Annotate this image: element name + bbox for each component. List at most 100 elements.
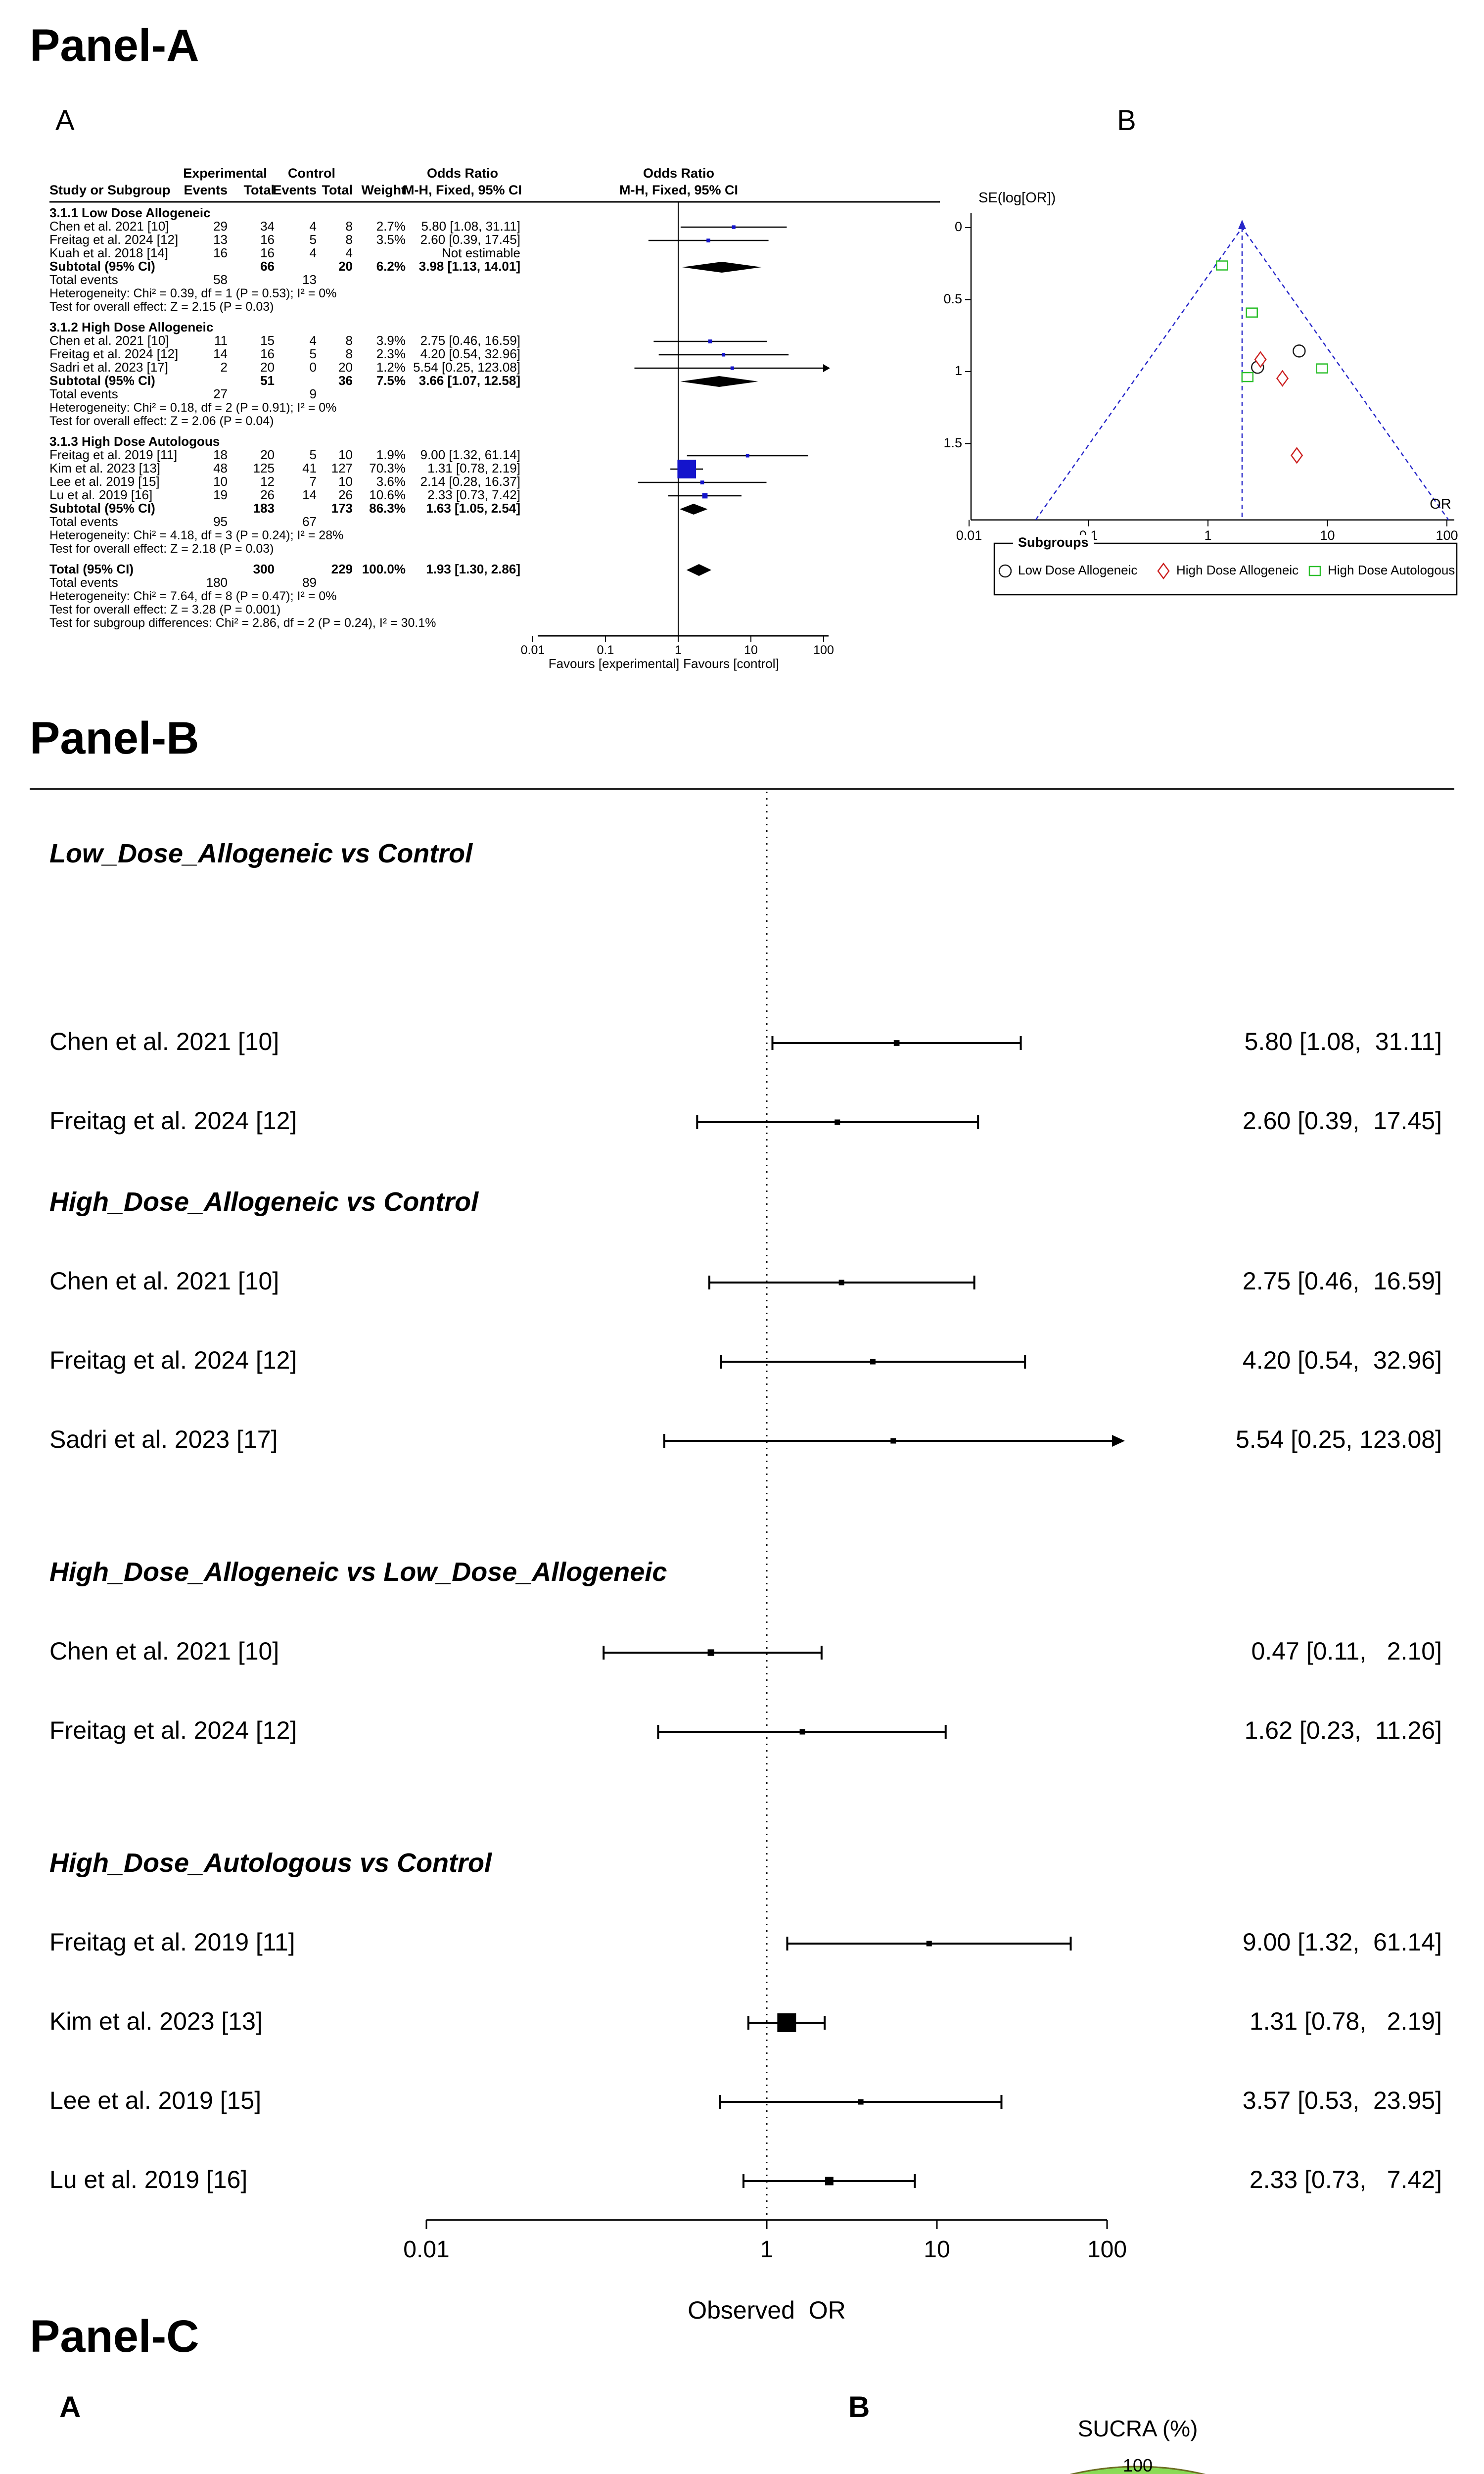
forest-cell: 2.14 [0.28, 16.37] [420, 474, 520, 489]
forest-point-square [890, 1438, 896, 1444]
funnel-legend-label: High Dose Autologous [1328, 562, 1455, 577]
forest-cell: 66 [260, 258, 275, 274]
forest-row: Freitag et al. 2024 [12] [49, 232, 179, 247]
panelB-study-label: Chen et al. 2021 [10] [49, 1028, 279, 1055]
forest-cell: 51 [260, 373, 275, 388]
forest-row: Subtotal (95% CI) [49, 500, 155, 516]
funnel-x-axis-label: OR [1430, 496, 1451, 512]
forest-row: Chen et al. 2021 [10] [49, 218, 169, 234]
forest-col-header: Total [243, 183, 275, 198]
forest-cell: 8 [345, 346, 353, 361]
forest-cell: 300 [253, 561, 275, 576]
panelB-study-label: Freitag et al. 2024 [12] [49, 1107, 297, 1135]
effect-test-note: Test for overall effect: Z = 2.06 (P = 0… [49, 414, 274, 428]
axis-tick-label: 0.5 [943, 291, 962, 306]
radial-title: SUCRA (%) [1077, 2416, 1198, 2442]
axis-tick-label: 0 [954, 219, 962, 235]
ci-arrow [1112, 1435, 1125, 1447]
funnel-point-diamond [1254, 351, 1267, 368]
forest-cell: 20 [260, 447, 275, 462]
forest-row: Subtotal (95% CI) [49, 373, 155, 388]
axis-tick-label: 1 [760, 2236, 774, 2263]
panelB-study-label: Freitag et al. 2019 [11] [49, 1928, 295, 1956]
pooled-diamond [680, 504, 708, 515]
forest-cell: 3.9% [376, 333, 406, 348]
forest-row: Freitag et al. 2019 [11] [49, 447, 178, 462]
panelB-estimate-value: 0.47 [0.11, 2.10] [1251, 1637, 1442, 1665]
funnel-point-square [1246, 307, 1258, 318]
forest-cell: 4 [345, 245, 353, 260]
forest-col-header: M-H, Fixed, 95% CI [403, 183, 522, 198]
axis-tick-label: 10 [744, 643, 758, 657]
axis-tick-label: 1 [954, 363, 962, 379]
forest-point-square [799, 1729, 805, 1735]
forest-cell: 16 [260, 346, 275, 361]
forest-cell: 2.7% [376, 218, 406, 234]
forest-cell: 1.31 [0.78, 2.19] [427, 460, 520, 476]
forest-col-header: Odds Ratio [426, 166, 498, 181]
forest-cell: 41 [302, 460, 317, 476]
forest-point-square [777, 2013, 796, 2032]
forest-cell: 20 [260, 359, 275, 375]
forest-cell: 3.5% [376, 232, 406, 247]
forest-cell: 2.33 [0.73, 7.42] [427, 487, 520, 502]
panelB-study-label: Freitag et al. 2024 [12] [49, 1716, 297, 1744]
forest-point-square [677, 460, 696, 478]
panelB-group-header: Low_Dose_Allogeneic vs Control [49, 838, 473, 868]
forest-cell: 26 [260, 487, 275, 502]
forest-col-header: Total [322, 183, 353, 198]
forest-row: Total (95% CI) [49, 561, 134, 576]
forest-cell: 3.98 [1.13, 14.01] [418, 258, 520, 274]
forest-col-header: Odds Ratio [643, 166, 714, 181]
panelB-study-label: Sadri et al. 2023 [17] [49, 1426, 278, 1453]
funnel-point-circle [1293, 344, 1306, 358]
forest-cell: 20 [338, 359, 353, 375]
funnel-point-diamond [1291, 447, 1303, 464]
forest-cell: 15 [260, 333, 275, 348]
forest-cell: 58 [213, 272, 228, 287]
forest-cell: 3.66 [1.07, 12.58] [418, 373, 520, 388]
forest-cell: 67 [302, 514, 317, 529]
forest-row: Subtotal (95% CI) [49, 258, 155, 274]
forest-cell: 180 [206, 574, 228, 590]
forest-cell: Not estimable [442, 245, 520, 260]
funnel-point-square [1308, 566, 1321, 576]
funnel-legend-label: Low Dose Allogeneic [1018, 562, 1138, 577]
forest-row: Kuah et al. 2018 [14] [49, 245, 168, 260]
forest-col-header: Study or Subgroup [49, 183, 171, 198]
forest-cell: 48 [213, 460, 228, 476]
heterogeneity-note: Heterogeneity: Chi² = 4.18, df = 3 (P = … [49, 528, 344, 542]
funnel-point-square [1316, 363, 1328, 374]
favours-right-label: Favours [control] [683, 656, 779, 671]
forest-cell: 11 [214, 333, 228, 348]
panelB-group-header: High_Dose_Allogeneic vs Control [49, 1187, 479, 1217]
forest-point-square [708, 339, 712, 343]
forest-cell: 8 [345, 333, 353, 348]
funnel-point-diamond [1276, 370, 1289, 387]
subgroup-header: 3.1.2 High Dose Allogeneic [49, 319, 214, 334]
forest-cell: 100.0% [362, 561, 406, 576]
forest-cell: 4.20 [0.54, 32.96] [420, 346, 520, 361]
forest-cell: 8 [345, 218, 353, 234]
forest-row: Chen et al. 2021 [10] [49, 333, 169, 348]
forest-cell: 10 [213, 474, 228, 489]
funnel-point-square [1241, 372, 1254, 382]
panelB-study-label: Chen et al. 2021 [10] [49, 1637, 279, 1665]
forest-cell: 16 [260, 245, 275, 260]
forest-col-header: Events [273, 183, 317, 198]
heterogeneity-note: Heterogeneity: Chi² = 0.18, df = 2 (P = … [49, 400, 337, 415]
panelB-estimate-value: 2.75 [0.46, 16.59] [1242, 1267, 1442, 1295]
forest-cell: 2.3% [376, 346, 406, 361]
funnel-legend-box [993, 542, 1458, 596]
axis-tick-label: 0.01 [956, 527, 982, 543]
forest-cell: 7 [309, 474, 317, 489]
pooled-diamond [686, 564, 712, 576]
panelB-study-label: Lu et al. 2019 [16] [49, 2166, 248, 2193]
axis-tick-label: 10 [924, 2236, 950, 2263]
radial-tick-label: 100 [1122, 2455, 1153, 2474]
forest-cell: 5 [309, 447, 317, 462]
panelB-study-label: Freitag et al. 2024 [12] [49, 1346, 297, 1374]
forest-cell: 86.3% [369, 500, 406, 516]
panelB-x-axis-label: Observed OR [688, 2296, 846, 2324]
